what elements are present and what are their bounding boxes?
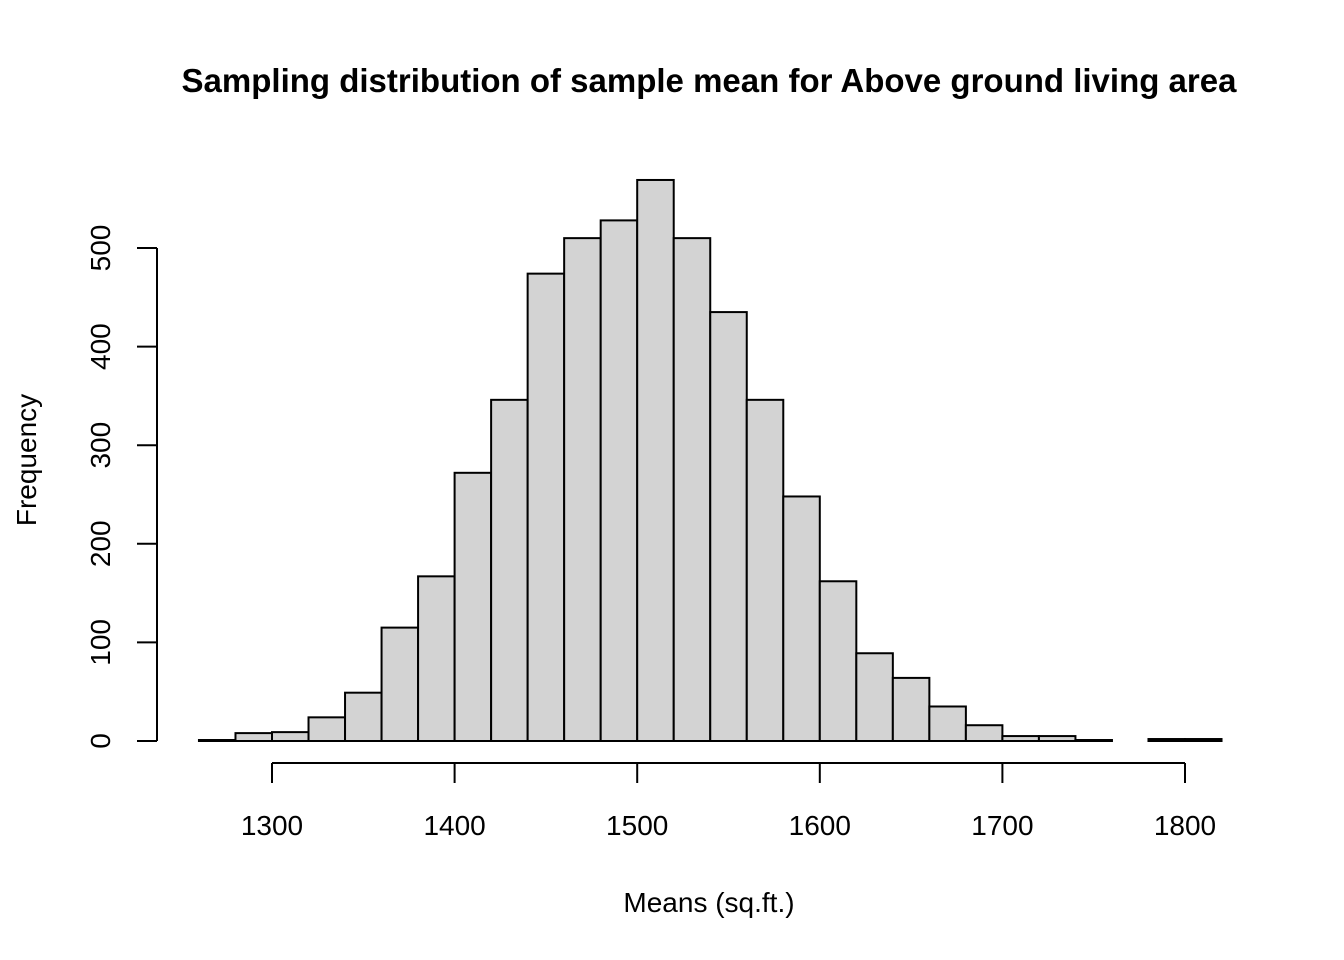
x-axis-label: Means (sq.ft.)	[623, 887, 794, 918]
histogram-bar-1500-1520	[636, 178, 675, 743]
x-tick-label: 1500	[606, 810, 668, 841]
histogram-bar-1600-1620	[818, 580, 858, 743]
y-tick-label: 100	[85, 619, 116, 666]
histogram-bar-1620-1640	[855, 652, 894, 742]
histogram-bar-1300-1320	[271, 731, 310, 743]
histogram-bar-1540-1560	[709, 311, 748, 742]
histogram-bar-1420-1440	[490, 398, 529, 742]
histogram-bar-1440-1460	[526, 272, 566, 742]
y-tick-label: 500	[85, 225, 116, 272]
histogram-bar-1680-1700	[964, 724, 1004, 742]
histogram-bar-1400-1420	[453, 471, 493, 742]
histogram-bar-1780-1800	[1147, 738, 1186, 743]
histogram-bar-1380-1400	[417, 575, 456, 743]
y-axis: 0 100 200 300 400 500	[85, 225, 158, 749]
histogram-bar-1740-1760	[1074, 739, 1113, 743]
x-axis: 1300 1400 1500 1600 1700 1800	[241, 762, 1216, 841]
x-tick-label: 1300	[241, 810, 303, 841]
histogram-bar-1720-1740	[1037, 735, 1077, 743]
y-tick-label: 400	[85, 323, 116, 370]
histogram-bar-1580-1600	[782, 495, 821, 742]
y-tick-label: 300	[85, 422, 116, 469]
y-tick-label: 200	[85, 520, 116, 567]
x-tick-label: 1400	[423, 810, 485, 841]
histogram-bar-1280-1300	[234, 732, 273, 742]
histogram-bar-1360-1380	[380, 626, 420, 742]
histogram-bar-1460-1480	[563, 237, 602, 742]
x-tick-label: 1800	[1154, 810, 1216, 841]
chart-title: Sampling distribution of sample mean for…	[182, 62, 1238, 99]
x-tick-label: 1700	[971, 810, 1033, 841]
histogram-bar-1660-1680	[928, 705, 967, 742]
histogram-bar-1700-1720	[1001, 735, 1040, 743]
histogram-bar-1560-1580	[745, 398, 785, 742]
histogram-bar-1800-1820	[1184, 738, 1223, 743]
histogram-bar-1340-1360	[344, 691, 383, 743]
histogram-bar-1480-1500	[599, 219, 639, 742]
y-tick-label: 0	[85, 733, 116, 749]
y-axis-label: Frequency	[11, 394, 42, 526]
histogram-bar-1320-1340	[307, 716, 347, 743]
x-tick-label: 1600	[789, 810, 851, 841]
histogram-bar-1260-1280	[197, 739, 237, 743]
histogram-bar-1520-1540	[672, 237, 712, 742]
bars-group	[197, 178, 1223, 743]
histogram-bar-1640-1660	[891, 676, 931, 743]
